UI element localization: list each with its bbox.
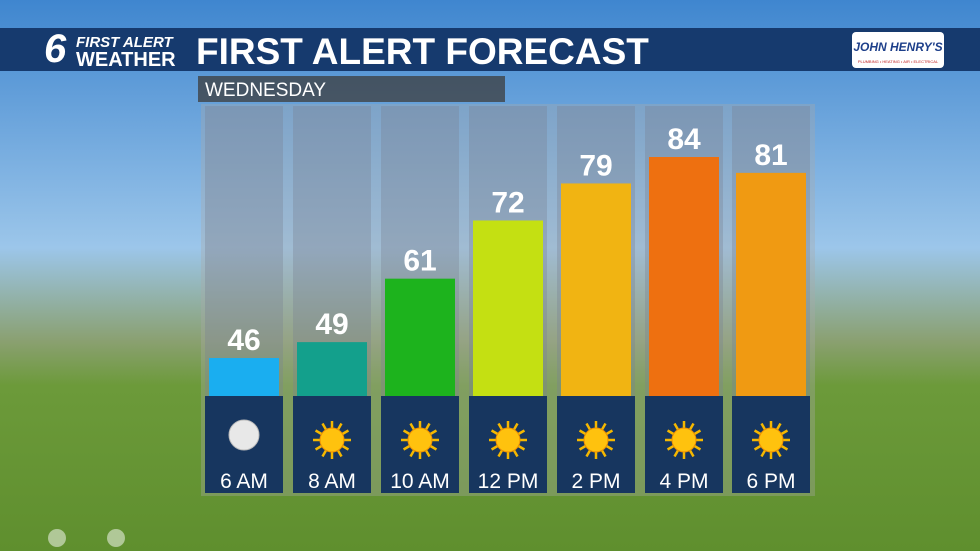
sun-ray [693,444,702,451]
bar [649,157,719,396]
sun-ray [780,429,789,436]
value-label: 84 [667,123,701,156]
sun-ray [666,429,675,436]
sun-ray [517,429,526,436]
sun-icon [495,427,521,453]
sun-ray [512,449,519,458]
bar [473,220,543,396]
sun-ray [585,422,592,431]
bar [736,172,806,396]
chart-title: FIRST ALERT FORECAST [196,31,649,72]
sun-ray [688,422,695,431]
sun-ray [517,444,526,451]
value-label: 61 [403,245,436,278]
sun-ray [753,429,762,436]
sun-ray [605,444,614,451]
sun-ray [753,444,762,451]
sun-icon [583,427,609,453]
sun-ray [775,449,782,458]
moon-icon [228,419,260,451]
sun-ray [314,444,323,451]
sun-ray [424,422,431,431]
sun-ray [585,449,592,458]
sun-ray [673,449,680,458]
sun-icon [758,427,784,453]
sun-ray [673,422,680,431]
sun-ray [321,422,328,431]
sun-ray [578,444,587,451]
bar [209,358,279,396]
sun-ray [497,449,504,458]
x-tick-label: 12 PM [478,470,539,493]
sun-ray [760,422,767,431]
sun-icon [319,427,345,453]
next-button[interactable] [107,529,125,547]
sun-ray [497,422,504,431]
sponsor-badge [852,32,944,68]
logo-line1: FIRST ALERT [76,34,175,51]
sun-ray [605,429,614,436]
sun-ray [780,444,789,451]
x-tick-label: 6 PM [746,470,795,493]
prev-button[interactable] [48,529,66,547]
bar [297,342,367,396]
sun-ray [314,429,323,436]
logo-line2: WEATHER [76,49,176,71]
value-label: 79 [579,149,612,182]
sun-ray [490,444,499,451]
value-label: 81 [754,139,787,172]
sun-ray [341,429,350,436]
chart-subtitle: WEDNESDAY [205,80,326,101]
sun-ray [409,422,416,431]
column-bg [205,106,283,396]
x-tick-label: 10 AM [390,470,450,493]
sun-ray [424,449,431,458]
sponsor-name: JOHN HENRY'S [853,40,942,54]
value-label: 72 [491,186,524,219]
sun-ray [402,429,411,436]
sun-ray [775,422,782,431]
sun-ray [760,449,767,458]
sun-ray [409,449,416,458]
x-tick-label: 2 PM [571,470,620,493]
bar [561,183,631,396]
bar [385,278,455,396]
sun-ray [321,449,328,458]
sun-ray [693,429,702,436]
sun-ray [490,429,499,436]
value-label: 46 [227,324,260,357]
sun-ray [336,449,343,458]
sun-ray [688,449,695,458]
sun-ray [578,429,587,436]
sun-icon [407,427,433,453]
sun-ray [666,444,675,451]
sun-ray [402,444,411,451]
channel-number: 6 [44,27,67,71]
sun-ray [600,449,607,458]
sun-ray [600,422,607,431]
columns: 46 6 AM 49 8 AM 61 10 AM 72 12 PM 79 2 PM 84 4 PM 81… [205,106,810,493]
sponsor-tagline: PLUMBING • HEATING • AIR • ELECTRICAL [858,59,939,64]
sun-ray [429,444,438,451]
sun-ray [429,429,438,436]
day-banner [198,76,505,102]
sun-ray [341,444,350,451]
x-tick-label: 8 AM [308,470,356,493]
sun-icon [671,427,697,453]
value-label: 49 [315,308,348,341]
sun-ray [512,422,519,431]
x-tick-label: 4 PM [659,470,708,493]
x-tick-label: 6 AM [220,470,268,493]
sun-ray [336,422,343,431]
title-banner [0,28,980,71]
